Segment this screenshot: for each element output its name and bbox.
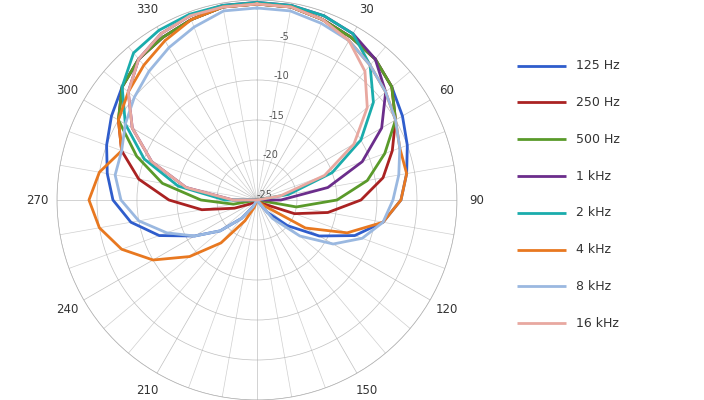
Text: 125 Hz: 125 Hz [576, 59, 620, 72]
Text: 2 kHz: 2 kHz [576, 206, 611, 219]
Text: 1 kHz: 1 kHz [576, 170, 611, 182]
Text: 4 kHz: 4 kHz [576, 243, 611, 256]
Text: 500 Hz: 500 Hz [576, 133, 620, 146]
Text: 16 kHz: 16 kHz [576, 317, 619, 330]
Text: 8 kHz: 8 kHz [576, 280, 611, 293]
Text: 250 Hz: 250 Hz [576, 96, 620, 109]
